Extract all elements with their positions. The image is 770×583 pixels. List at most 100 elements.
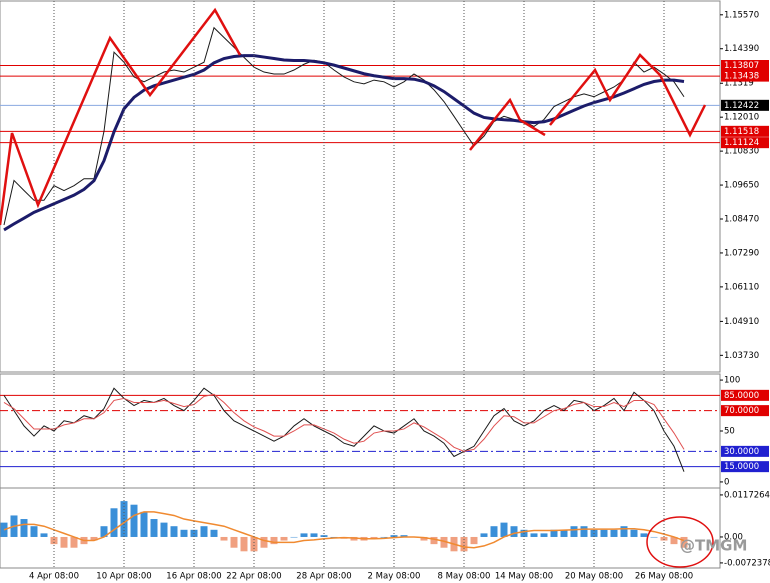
level-label: 1.11124 (724, 138, 759, 148)
level-label: 85.0000 (724, 391, 759, 401)
y-tick-label: 1.07290 (724, 248, 759, 258)
watermark: @TMGM (680, 537, 747, 555)
level-box (721, 389, 769, 401)
histogram-bar (570, 526, 578, 537)
x-tick-label: 20 May 08:00 (565, 572, 623, 582)
level-box (721, 125, 769, 137)
histogram-bar (100, 526, 108, 537)
y-tick-label: 1.09650 (724, 181, 759, 191)
y-tick-label: 1.06110 (724, 282, 759, 292)
level-label: 70.0000 (724, 406, 759, 416)
histogram-bar (470, 536, 478, 545)
histogram-bar (130, 504, 138, 537)
histogram-bar (670, 536, 678, 545)
level-box (721, 405, 769, 417)
histogram-bar (560, 529, 568, 537)
y-tick-label: 50 (724, 427, 735, 437)
histogram-bar (610, 529, 618, 537)
histogram-bar (110, 508, 118, 537)
histogram-bar (150, 519, 158, 537)
histogram-bar (490, 526, 498, 537)
histogram-bar (660, 536, 668, 541)
histogram-bar (380, 536, 388, 538)
panel-frame (0, 0, 721, 373)
y-tick-label: 1.12010 (724, 113, 759, 123)
x-tick-label: 14 May 08:00 (495, 572, 553, 582)
y-tick-label: 0.00 (724, 532, 743, 542)
histogram-bar (40, 533, 48, 537)
y-tick-label: 0.0117264 (724, 490, 770, 500)
histogram-bar (60, 536, 68, 548)
x-tick-label: 28 Apr 08:00 (296, 572, 351, 582)
level-label: 1.11518 (724, 127, 759, 137)
histogram-bar (300, 533, 308, 537)
y-tick-label: 1.14390 (724, 44, 759, 54)
histogram-bar (430, 536, 438, 545)
level-label: 1.12422 (724, 101, 759, 111)
histogram-bar (580, 526, 588, 537)
level-box (721, 137, 769, 149)
panel-frame (0, 487, 721, 569)
histogram-bar (160, 522, 168, 537)
histogram-bar (50, 536, 58, 545)
histogram-bar (540, 533, 548, 537)
histogram-bar (500, 522, 508, 537)
histogram-bar (140, 511, 148, 537)
y-tick-label: 0 (724, 477, 729, 487)
histogram-bar (530, 533, 538, 537)
histogram-bar (460, 536, 468, 552)
histogram-bar (180, 529, 188, 537)
histogram-bar (370, 536, 378, 539)
histogram-bar (510, 526, 518, 537)
series-line (3, 511, 685, 549)
level-label: 1.13807 (724, 61, 759, 71)
histogram-bar (120, 501, 128, 537)
histogram-bar (290, 536, 298, 538)
histogram-bar (240, 536, 248, 552)
histogram-bar (550, 529, 558, 537)
histogram-bar (270, 536, 278, 545)
histogram-bar (230, 536, 238, 548)
histogram-bar (200, 526, 208, 537)
histogram-bar (680, 536, 688, 548)
level-box (721, 70, 769, 82)
x-tick-label: 10 Apr 08:00 (96, 572, 151, 582)
arrow-path (469, 97, 546, 151)
y-tick-label: 1.15570 (724, 10, 759, 20)
y-tick-label: 1.1319 (724, 79, 754, 89)
histogram-bar (400, 535, 408, 537)
histogram-bar (480, 533, 488, 537)
histogram-bar (650, 536, 658, 538)
histogram-bar (280, 536, 288, 541)
annotations (0, 7, 714, 568)
level-label: 1.13438 (724, 72, 759, 82)
histogram-bar (220, 536, 228, 541)
y-tick-label: 1.04910 (724, 317, 759, 327)
histogram-bar (440, 536, 448, 548)
histogram-bar (90, 536, 98, 541)
histogram-bar (630, 529, 638, 537)
series-line (3, 387, 685, 472)
histogram-bar (170, 526, 178, 537)
histogram-bar (600, 529, 608, 537)
level-box (721, 59, 769, 71)
level-label: 30.0000 (724, 447, 759, 457)
x-tick-label: 22 Apr 08:00 (226, 572, 281, 582)
x-tick-label: 26 May 08:00 (635, 572, 693, 582)
histogram-bar (640, 533, 648, 537)
histogram-bar (260, 536, 268, 548)
highlight-ellipse (646, 516, 714, 568)
histogram-bar (250, 536, 258, 552)
level-box (721, 461, 769, 473)
level-label: 15.0000 (724, 462, 759, 472)
x-tick-label: 16 Apr 08:00 (166, 572, 221, 582)
y-tick-label: 1.03730 (724, 351, 759, 361)
histogram-bar (620, 526, 628, 537)
histogram-bar (310, 533, 318, 537)
level-box (721, 445, 769, 457)
x-tick-label: 2 May 08:00 (368, 572, 421, 582)
y-tick-label: 1.10830 (724, 147, 759, 157)
zigzag (0, 7, 242, 226)
